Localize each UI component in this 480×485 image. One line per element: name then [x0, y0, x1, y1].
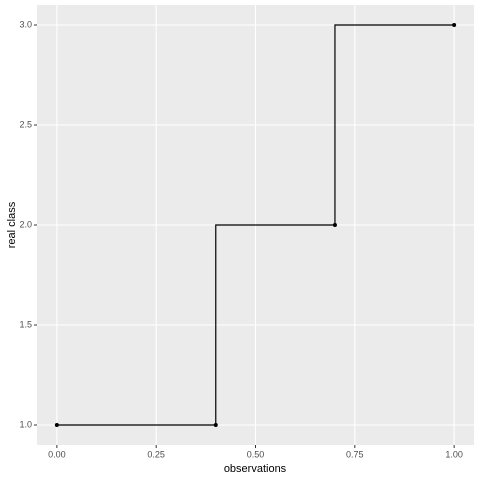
y-tick-label: 1.5	[19, 319, 32, 329]
step-line	[56, 24, 455, 426]
y-tick-label: 3.0	[19, 19, 32, 29]
y-tick-label: 2.0	[19, 219, 32, 229]
y-tick-label: 1.0	[19, 419, 32, 429]
point	[452, 23, 457, 27]
point	[213, 423, 218, 427]
x-tick-label: 0.25	[147, 449, 165, 459]
point	[332, 223, 337, 227]
x-tick-label: 0.75	[346, 449, 364, 459]
x-tick-label: 1.00	[445, 449, 463, 459]
x-tick-label: 0.50	[247, 449, 265, 459]
x-axis-title: observations	[224, 463, 287, 475]
y-tick-label: 2.5	[19, 119, 32, 129]
point	[54, 423, 59, 427]
x-tick-label: 0.00	[48, 449, 66, 459]
y-axis-title: real class	[6, 201, 18, 248]
